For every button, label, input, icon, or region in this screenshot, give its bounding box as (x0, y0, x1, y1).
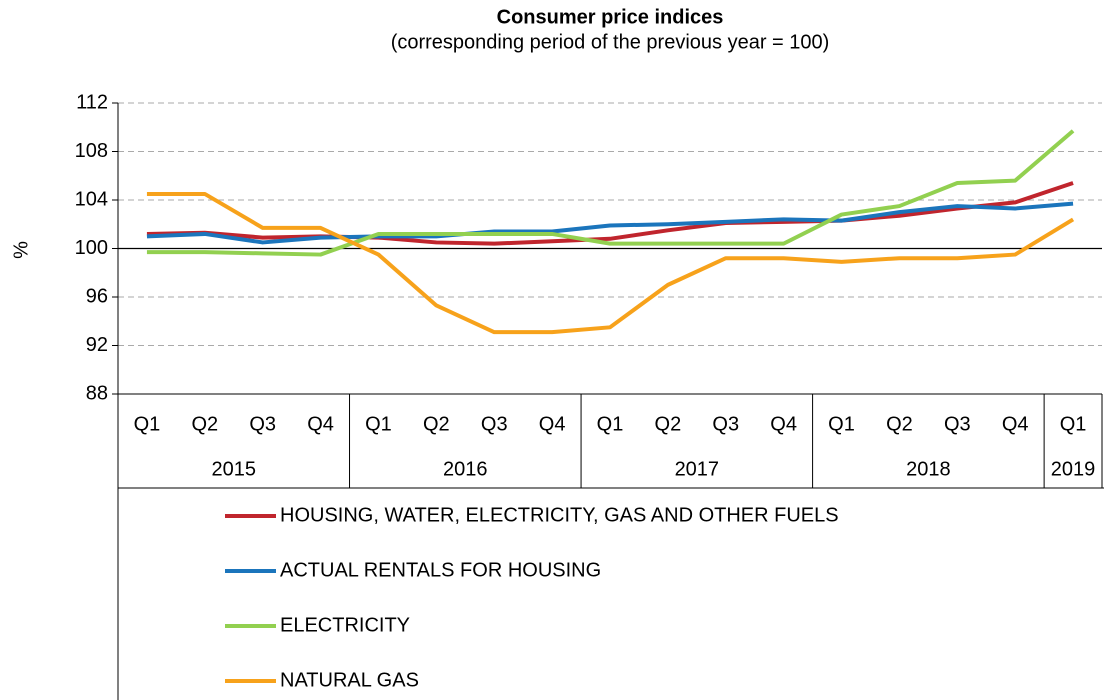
series-line (146, 191, 1075, 335)
x-tick-label: Q1 (828, 413, 855, 435)
x-tick-label: Q1 (134, 413, 161, 435)
x-tick-label: Q4 (307, 413, 334, 435)
x-tick-label: Q3 (481, 413, 508, 435)
x-tick-label: Q2 (886, 413, 913, 435)
x-tick-label: Q1 (597, 413, 624, 435)
x-tick-label: Q4 (1002, 413, 1029, 435)
x-tick-label: Q4 (539, 413, 566, 435)
x-group-label: 2019 (1051, 458, 1096, 480)
y-axis-label: % (10, 241, 32, 259)
y-tick-label: 100 (75, 237, 108, 259)
x-tick-label: Q2 (423, 413, 450, 435)
legend-label: ELECTRICITY (280, 614, 410, 636)
y-tick-label: 108 (75, 140, 108, 162)
x-tick-label: Q3 (712, 413, 739, 435)
x-tick-label: Q4 (770, 413, 797, 435)
y-tick-label: 88 (86, 382, 108, 404)
x-group-label: 2016 (443, 458, 488, 480)
chart-title: Consumer price indices (497, 6, 724, 28)
legend-label: HOUSING, WATER, ELECTRICITY, GAS AND OTH… (280, 504, 839, 526)
x-tick-label: Q1 (1060, 413, 1087, 435)
x-tick-label: Q2 (655, 413, 682, 435)
legend-box (117, 487, 1104, 700)
x-tick-label: Q3 (944, 413, 971, 435)
x-tick-label: Q2 (191, 413, 218, 435)
legend-label: NATURAL GAS (280, 669, 419, 691)
series-line (146, 181, 1074, 246)
x-tick-label: Q3 (249, 413, 276, 435)
series-line (146, 201, 1074, 245)
x-group-label: 2017 (675, 458, 720, 480)
y-tick-label: 96 (86, 285, 108, 307)
chart-subtitle: (corresponding period of the previous ye… (391, 31, 830, 53)
y-tick-label: 92 (86, 334, 108, 356)
x-group-label: 2015 (212, 458, 257, 480)
series-line (146, 129, 1075, 257)
x-group-label: 2018 (906, 458, 951, 480)
y-tick-label: 112 (76, 91, 108, 113)
legend-label: ACTUAL RENTALS FOR HOUSING (280, 559, 601, 581)
x-tick-label: Q1 (365, 413, 392, 435)
y-tick-label: 104 (75, 188, 108, 210)
